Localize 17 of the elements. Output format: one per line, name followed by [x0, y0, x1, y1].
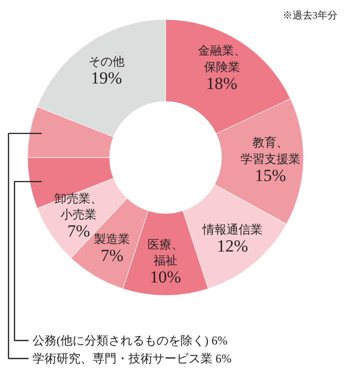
- data-label: 12%: [216, 236, 248, 256]
- data-label: 10%: [150, 268, 182, 286]
- data-label: 18%: [206, 74, 238, 93]
- data-label: 7%: [100, 246, 124, 265]
- slice-label: その他: [88, 54, 124, 69]
- slice-label: 公務(他に分類されるものを除く) 6%: [32, 334, 228, 348]
- slice-label: 卸売業、小売業: [54, 191, 103, 222]
- slice-label: 医療、福祉: [148, 237, 184, 268]
- slice-label: 教育、学習支援業: [240, 136, 300, 166]
- data-label: 7%: [67, 222, 90, 241]
- data-label: 15%: [254, 166, 286, 185]
- data-label: 19%: [90, 68, 122, 88]
- text: ※過去3年分: [282, 10, 338, 22]
- slice-label: 製造業: [94, 232, 130, 246]
- slice-label: 金融業、保険業: [198, 44, 246, 74]
- slice-label: 情報通信業: [201, 222, 262, 236]
- slice-label: 学術研究、専門・技術サービス業 6%: [32, 352, 232, 366]
